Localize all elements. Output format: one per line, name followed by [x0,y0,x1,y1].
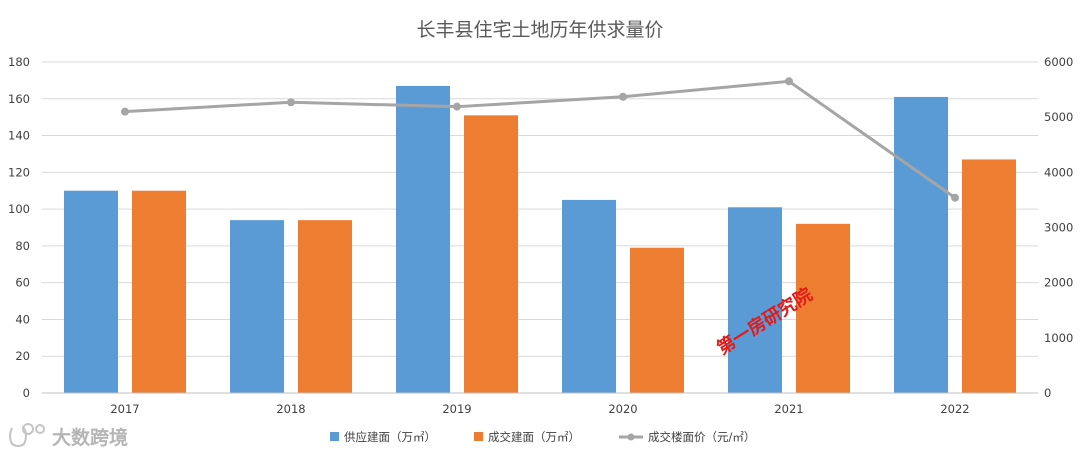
left-tick-label: 140 [8,129,30,143]
price-point-2020 [619,92,627,101]
left-tick-label: 60 [15,276,30,290]
right-axis-ticks: 0 1000 2000 3000 4000 5000 6000 [1044,55,1073,400]
gridlines [42,61,1038,357]
price-point-2021 [785,77,793,86]
logo: 大数跨境 [9,423,128,449]
right-tick-label: 0 [1044,386,1051,400]
price-point-2017 [121,107,129,116]
x-tick-label: 2021 [774,402,803,416]
bar-supply-2017 [64,190,118,393]
bar-supply-2020 [562,199,616,393]
bar-supply-2022 [894,96,948,393]
right-tick-label: 5000 [1044,110,1073,124]
x-tick-label: 2018 [276,402,305,416]
bar-deal-2021 [796,223,850,393]
right-tick-label: 4000 [1044,165,1073,179]
x-tick-label: 2019 [442,402,471,416]
right-tick-label: 1000 [1044,331,1073,345]
price-point-2018 [287,98,295,107]
x-tick-label: 2022 [940,402,969,416]
price-point-2019 [453,102,461,111]
x-tick-label: 2017 [110,402,139,416]
price-line-series [121,77,959,202]
right-tick-label: 3000 [1044,221,1073,235]
legend-label: 供应建面（万㎡） [344,430,436,444]
bar-deal-2020 [630,247,684,393]
legend-swatch [474,432,483,441]
right-tick-label: 2000 [1044,276,1073,290]
chart-title: 长丰县住宅土地历年供求量价 [416,19,663,41]
legend-marker [627,433,635,441]
bar-deal-2017 [132,190,186,393]
left-tick-label: 180 [8,55,30,69]
bar-deal-2019 [464,115,518,394]
bar-supply-2018 [230,220,284,393]
bar-supply-2019 [396,85,450,394]
logo-text: 大数跨境 [52,426,128,449]
bar-series [64,85,1016,394]
left-tick-label: 0 [23,386,30,400]
x-axis-labels: 2017 2018 2019 2020 2021 2022 [110,402,969,416]
left-tick-label: 100 [8,202,30,216]
price-point-2022 [951,193,959,202]
right-tick-label: 6000 [1044,55,1073,69]
left-tick-label: 80 [15,239,30,253]
logo-icon [9,423,45,447]
legend-label: 成交建面（万㎡） [488,430,580,444]
x-tick-label: 2020 [608,402,637,416]
legend-swatch [330,432,339,441]
left-tick-label: 160 [8,92,30,106]
bar-deal-2018 [298,220,352,393]
price-line [124,79,956,199]
bar-supply-2021 [728,207,782,393]
legend: 供应建面（万㎡） 成交建面（万㎡） 成交楼面价（元/㎡） [330,430,755,444]
legend-label: 成交楼面价（元/㎡） [648,430,755,444]
bar-deal-2022 [962,159,1016,393]
left-tick-label: 20 [15,349,30,363]
left-tick-label: 120 [8,165,30,179]
left-tick-label: 40 [15,312,30,326]
left-axis-ticks: 0 20 40 60 80 100 120 140 160 180 [8,55,30,400]
